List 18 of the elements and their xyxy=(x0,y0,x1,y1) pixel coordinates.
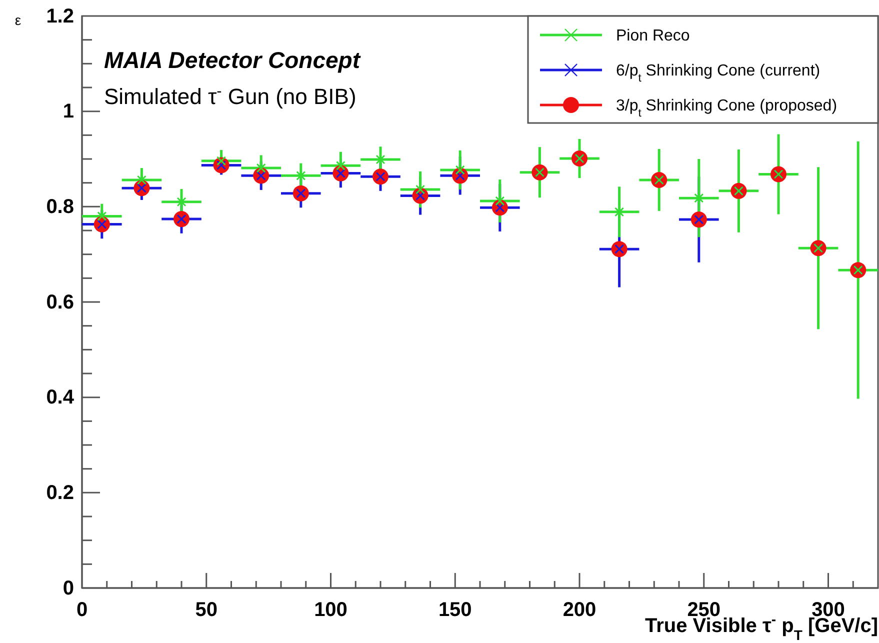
annotation: Simulated τ$^{-}$ Gun (no BIB) xyxy=(104,82,356,109)
y-tick-label: 0 xyxy=(62,577,74,600)
y-tick-label: 0.2 xyxy=(46,482,74,504)
x-tick-label: 50 xyxy=(195,599,218,621)
annotation: MAIA Detector Concept xyxy=(104,47,362,73)
x-tick-label: 100 xyxy=(314,599,348,621)
x-tick-label: 0 xyxy=(76,599,88,621)
legend-label: 3/p$_{t}$ Shrinking Cone (proposed) xyxy=(616,98,838,120)
y-tick-label: 0.4 xyxy=(46,386,75,409)
legend-label: 6/p$_{t}$ Shrinking Cone (current) xyxy=(616,62,820,85)
legend-label: Pion Reco xyxy=(616,28,690,45)
y-axis-title: ε xyxy=(14,12,22,28)
y-tick-label: 0.8 xyxy=(46,196,74,218)
y-tick-label: 1.2 xyxy=(46,5,74,28)
x-tick-label: 200 xyxy=(562,599,596,621)
y-tick-label: 0.6 xyxy=(46,291,74,314)
x-tick-label: 150 xyxy=(438,599,472,621)
y-tick-label: 1 xyxy=(62,100,74,123)
